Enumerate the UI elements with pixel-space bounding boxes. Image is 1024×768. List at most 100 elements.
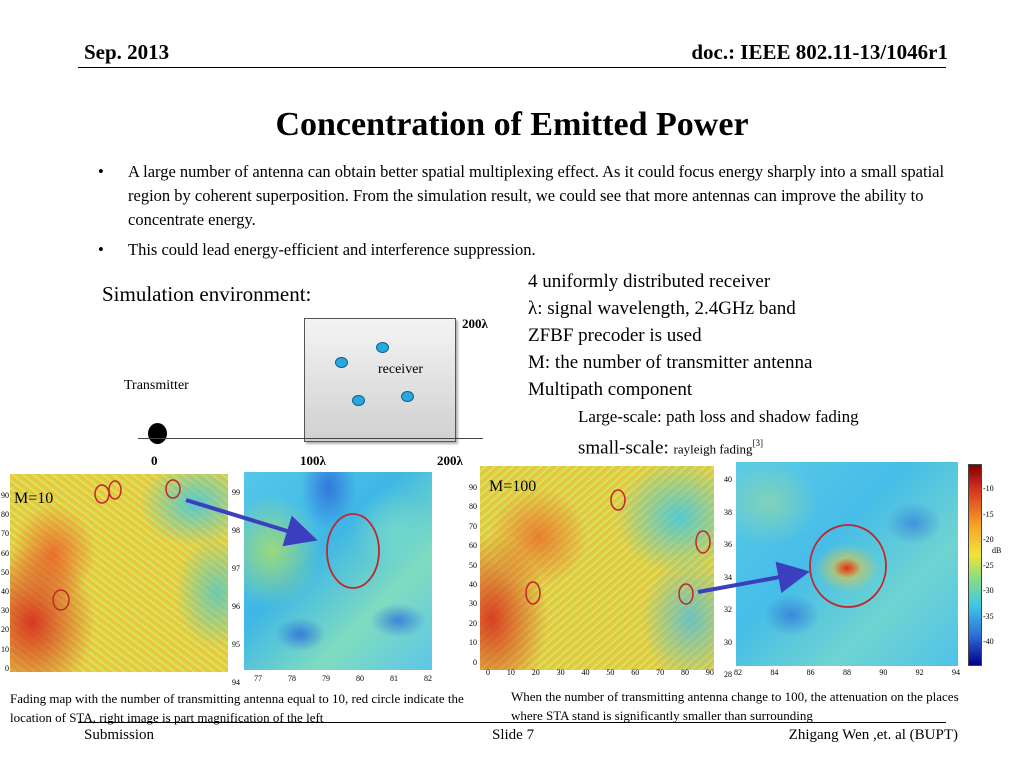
- x-tick: 80: [681, 668, 689, 677]
- y-tick: 80: [1, 510, 9, 520]
- colorbar-tick: -40: [983, 637, 994, 646]
- y-tick: 28: [724, 670, 732, 679]
- bullet-glyph: •: [98, 162, 104, 181]
- receiver-dot: [352, 395, 365, 406]
- param-large-scale: Large-scale: path loss and shadow fading: [578, 407, 859, 426]
- sta-circle: [610, 489, 626, 511]
- header-doc-id: doc.: IEEE 802.11-13/1046r1: [691, 40, 948, 64]
- zoom-sta-circle: [326, 513, 380, 589]
- colorbar-tick: -30: [983, 586, 994, 595]
- tick-0: 0: [151, 453, 158, 468]
- zoom-sta-circle: [809, 524, 887, 608]
- fading-map-m10-zoom: [244, 472, 432, 670]
- footer-rule: [78, 722, 946, 723]
- m100-zoom-x-ticks: 82 84 86 88 90 92 94: [734, 668, 960, 677]
- y-tick: 97: [232, 564, 240, 573]
- param-antennas: M: the number of transmitter antenna: [528, 352, 813, 373]
- bullet-glyph: •: [98, 240, 104, 259]
- x-tick: 79: [322, 674, 330, 683]
- receiver-area-box: [304, 318, 456, 442]
- y-tick: 40: [1, 587, 9, 597]
- x-tick: 92: [915, 668, 924, 677]
- y-tick: 0: [473, 657, 477, 667]
- y-tick: 10: [469, 638, 477, 648]
- y-tick: 60: [469, 541, 477, 551]
- bullet-text: This could lead energy-efficient and int…: [128, 240, 536, 259]
- bullet-text: A large number of antenna can obtain bet…: [128, 162, 945, 229]
- sta-circle: [108, 480, 122, 500]
- header-date: Sep. 2013: [84, 40, 170, 64]
- y-tick: 98: [232, 526, 240, 535]
- box-top-label: 200λ: [462, 316, 488, 331]
- colorbar-tick: -15: [983, 509, 994, 519]
- y-tick: 30: [1, 606, 9, 616]
- sta-circle: [94, 484, 110, 504]
- y-tick: 90: [1, 491, 9, 500]
- caption-right: When the number of transmitting antenna …: [511, 689, 959, 723]
- small-scale-value: rayleigh fading: [673, 441, 753, 457]
- y-tick: 34: [724, 572, 732, 582]
- x-tick: 77: [254, 674, 262, 683]
- reference-mark: [3]: [752, 438, 764, 448]
- y-tick: 90: [469, 483, 477, 492]
- x-tick: 82: [734, 668, 742, 677]
- y-tick: 10: [1, 644, 9, 654]
- x-tick: 84: [770, 668, 779, 677]
- m100-y-ticks: 90 80 70 60 50 40 30 20 10 0: [462, 478, 477, 672]
- m100-x-ticks: 0 10 20 30 40 50 60 70 80 90: [486, 668, 714, 677]
- y-tick: 60: [1, 548, 9, 558]
- y-tick: 70: [1, 529, 9, 539]
- param-small-scale: small-scale: rayleigh fading[3]: [528, 430, 859, 462]
- sim-env-label: Simulation environment:: [102, 282, 312, 306]
- y-tick: 30: [469, 599, 477, 609]
- x-tick: 60: [631, 668, 640, 677]
- y-tick: 99: [232, 488, 240, 497]
- y-tick: 96: [232, 602, 240, 611]
- y-tick: 20: [1, 625, 9, 635]
- x-tick: 70: [656, 668, 665, 677]
- y-tick: 70: [469, 521, 477, 531]
- receiver-dot: [376, 342, 389, 353]
- colorbar-tick: -10: [983, 484, 994, 493]
- caption-left: Fading map with the number of transmitti…: [10, 691, 464, 725]
- fading-map-m10: [10, 474, 228, 672]
- m10-zoom-x-ticks: 77 78 79 80 81 82: [254, 674, 432, 683]
- y-tick: 40: [469, 580, 477, 590]
- bullet-item: • This could lead energy-efficient and in…: [98, 238, 958, 262]
- x-tick: 30: [556, 668, 565, 677]
- m10-zoom-y-ticks: 99 98 97 96 95 94: [226, 474, 240, 702]
- y-tick: 32: [724, 605, 732, 614]
- small-scale-prefix: small-scale:: [578, 437, 674, 459]
- m100-zoom-y-ticks: 40 38 36 34 32 30 28: [718, 464, 732, 692]
- param-receivers: 4 uniformly distributed receiver: [528, 271, 771, 292]
- y-tick: 30: [724, 637, 732, 647]
- distance-axis: [138, 438, 483, 439]
- y-tick: 20: [469, 618, 477, 628]
- x-tick: 81: [390, 674, 398, 683]
- x-tick: 50: [606, 668, 615, 677]
- colorbar-ticks: -10 -15 -20 -25 -30 -35 -40: [983, 476, 994, 655]
- colorbar-tick: -25: [983, 560, 994, 570]
- m10-y-ticks: 90 80 70 60 50 40 30 20 10 0: [0, 486, 9, 678]
- x-tick: 90: [879, 668, 888, 677]
- x-tick: 10: [506, 668, 515, 677]
- colorbar-tick: -20: [983, 535, 994, 544]
- y-tick: 80: [469, 502, 477, 512]
- m100-label: M=100: [489, 478, 537, 495]
- param-precoder: ZFBF precoder is used: [528, 325, 702, 346]
- y-tick: 40: [724, 475, 732, 484]
- receiver-dot: [335, 357, 348, 368]
- x-tick: 86: [806, 668, 815, 677]
- colorbar: [968, 464, 982, 666]
- x-tick: 82: [424, 674, 432, 683]
- param-wavelength: λ: signal wavelength, 2.4GHz band: [528, 298, 796, 319]
- receiver-dot: [401, 391, 414, 402]
- sta-circle: [525, 581, 541, 605]
- magnify-arrow-left: [185, 498, 318, 547]
- sta-circle: [52, 589, 70, 611]
- param-multipath: Multipath component: [528, 379, 693, 400]
- receiver-label: receiver: [378, 362, 424, 377]
- sta-circle: [165, 479, 181, 499]
- x-tick: 78: [288, 674, 296, 683]
- m10-label: M=10: [14, 490, 54, 507]
